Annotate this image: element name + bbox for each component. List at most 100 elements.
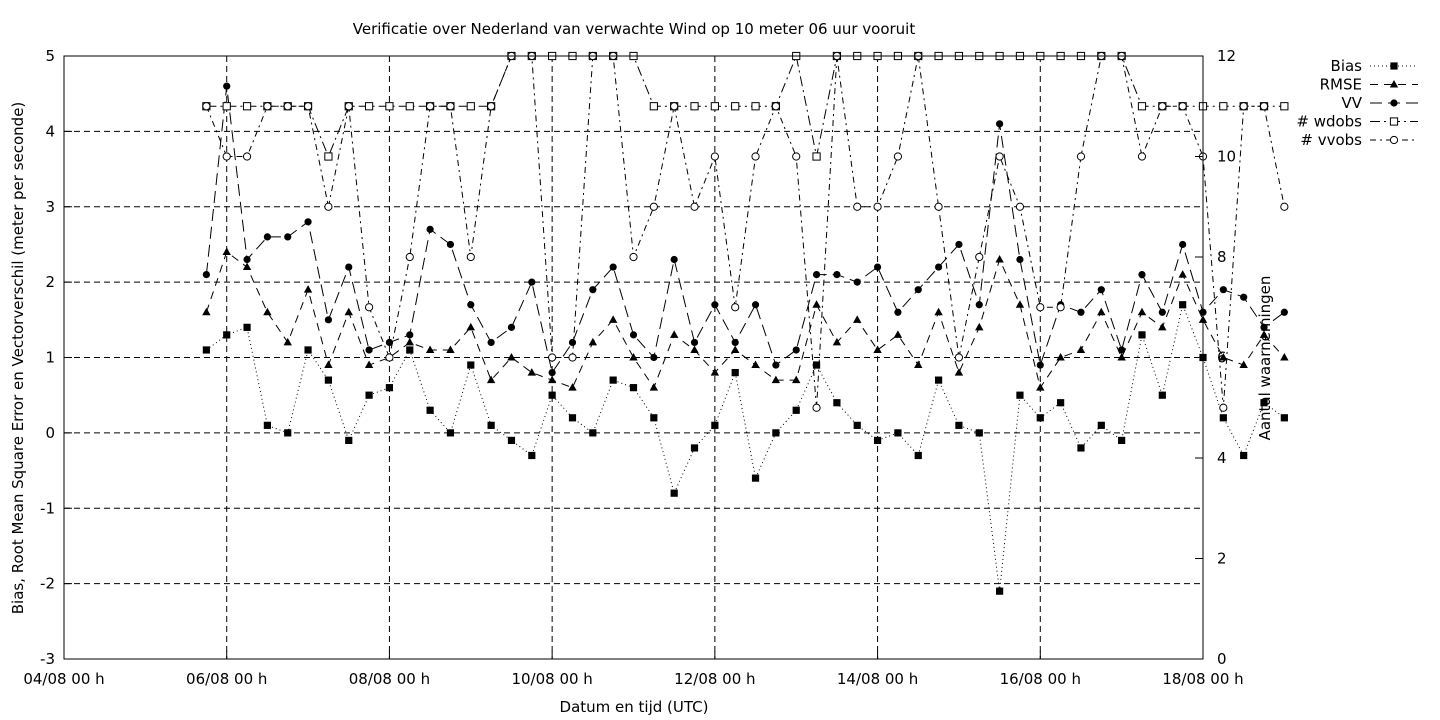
- data-point-bias: [365, 391, 373, 399]
- data-point-wdobs: [466, 102, 475, 111]
- data-point-wdobs: [1219, 102, 1228, 111]
- data-point-bias: [1097, 421, 1105, 429]
- series-line-vvobs: [205, 55, 1285, 408]
- x-axis-label: Datum en tijd (UTC): [560, 698, 709, 716]
- data-point-vvobs: [1158, 102, 1167, 111]
- data-point-vv: [934, 263, 943, 271]
- series-wdobs: [202, 51, 1289, 161]
- data-point-wdobs: [324, 152, 333, 161]
- data-point-vvobs: [893, 152, 903, 161]
- data-point-bias: [812, 361, 821, 369]
- data-point-wdobs: [1280, 102, 1289, 111]
- legend-marker-bias: [1390, 62, 1398, 70]
- data-point-vv: [304, 218, 312, 226]
- data-point-bias: [650, 414, 658, 422]
- legend-marker-vvobs: [1389, 135, 1399, 145]
- data-point-vv: [568, 338, 577, 347]
- data-point-vvobs: [629, 252, 638, 262]
- data-point-vvobs: [385, 353, 394, 362]
- data-point-vv: [629, 331, 638, 339]
- data-point-bias: [304, 346, 312, 354]
- data-point-rmse: [873, 345, 882, 353]
- data-point-rmse: [812, 300, 821, 308]
- data-point-vv: [1260, 323, 1268, 331]
- legend-marker-wdobs: [1389, 117, 1399, 126]
- data-point-vv: [263, 233, 271, 241]
- data-point-vvobs: [548, 353, 557, 362]
- data-point-vvobs: [1280, 202, 1289, 211]
- data-point-bias: [792, 406, 800, 414]
- y2-tick-label: 10: [1217, 148, 1236, 166]
- data-point-rmse: [1097, 307, 1106, 316]
- data-point-bias: [833, 399, 841, 407]
- data-point-bias: [1260, 399, 1268, 407]
- data-point-vvobs: [853, 202, 862, 211]
- data-point-rmse: [649, 383, 659, 391]
- x-tick-label: 18/08 00 h: [1162, 670, 1243, 688]
- data-point-vv: [1240, 293, 1248, 301]
- data-point-wdobs: [385, 102, 394, 111]
- data-point-rmse: [1036, 383, 1045, 391]
- data-point-rmse: [263, 307, 272, 316]
- data-point-rmse: [1117, 353, 1126, 361]
- data-point-bias: [1138, 331, 1146, 339]
- data-point-bias: [996, 587, 1004, 595]
- data-point-bias: [772, 429, 780, 437]
- data-point-rmse: [1178, 270, 1187, 278]
- data-point-rmse: [751, 360, 760, 369]
- data-point-vv: [894, 308, 902, 316]
- data-point-vv: [833, 270, 841, 279]
- data-point-bias: [955, 421, 963, 429]
- data-point-vv: [1179, 240, 1187, 249]
- data-point-rmse: [1219, 353, 1228, 361]
- data-point-wdobs: [222, 102, 231, 111]
- data-point-vv: [345, 263, 353, 271]
- data-point-vvobs: [771, 102, 780, 111]
- data-point-vv: [528, 278, 536, 286]
- data-point-rmse: [1239, 360, 1248, 369]
- data-point-vv: [426, 225, 434, 233]
- data-point-vv: [487, 338, 495, 347]
- data-point-rmse: [364, 360, 374, 369]
- data-point-rmse: [975, 322, 984, 331]
- data-point-vv: [406, 331, 414, 339]
- x-tick-label: 16/08 00 h: [1000, 670, 1081, 688]
- data-point-bias: [1158, 391, 1166, 399]
- data-point-vvobs: [242, 152, 252, 161]
- data-point-vv: [243, 255, 251, 264]
- data-point-rmse: [588, 337, 598, 346]
- data-point-vv: [772, 361, 780, 369]
- data-point-bias: [568, 414, 577, 422]
- data-point-rmse: [893, 330, 903, 338]
- series-line-vv: [205, 86, 1285, 374]
- data-point-vvobs: [487, 102, 496, 111]
- data-point-vvobs: [405, 252, 414, 262]
- data-point-vv: [609, 263, 617, 271]
- y-axis-label: Bias, Root Mean Square Error en Vectorve…: [9, 102, 27, 615]
- data-point-vv: [223, 82, 231, 90]
- data-point-vvobs: [975, 252, 984, 262]
- y-tick-label: -1: [40, 499, 55, 517]
- data-point-vv: [365, 346, 373, 354]
- data-point-vv: [507, 323, 516, 331]
- data-point-vv: [711, 301, 719, 309]
- data-point-bias: [223, 331, 231, 339]
- data-point-vvobs: [446, 102, 455, 111]
- data-point-vvobs: [710, 152, 719, 161]
- data-point-rmse: [954, 368, 964, 376]
- data-point-vvobs: [792, 152, 801, 161]
- x-tick-label: 10/08 00 h: [511, 670, 592, 688]
- data-point-vv: [873, 263, 882, 271]
- data-point-vv: [446, 240, 455, 249]
- data-point-rmse: [507, 353, 516, 361]
- data-point-rmse: [1137, 307, 1147, 316]
- data-point-bias: [1057, 399, 1065, 407]
- data-point-bias: [487, 421, 495, 429]
- data-point-rmse: [608, 315, 618, 323]
- data-point-vv: [324, 316, 333, 324]
- data-point-vvobs: [426, 102, 435, 111]
- data-point-vvobs: [670, 102, 679, 111]
- data-point-rmse: [446, 345, 455, 353]
- data-point-vv: [1158, 308, 1166, 316]
